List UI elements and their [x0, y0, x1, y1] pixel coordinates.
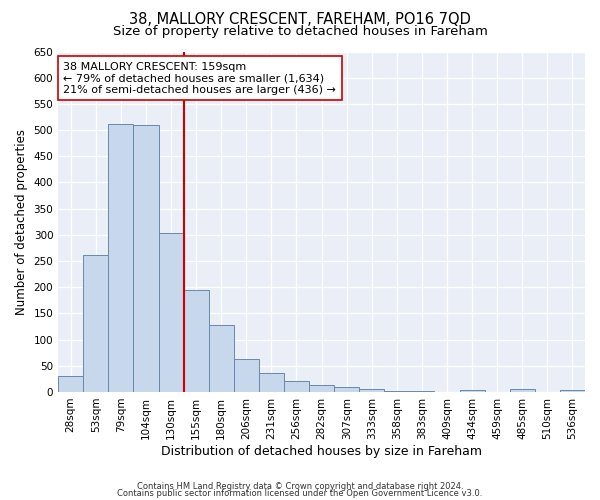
Bar: [133, 125, 158, 392]
Text: 38, MALLORY CRESCENT, FAREHAM, PO16 7QD: 38, MALLORY CRESCENT, FAREHAM, PO16 7QD: [129, 12, 471, 28]
Text: Contains public sector information licensed under the Open Government Licence v3: Contains public sector information licen…: [118, 488, 482, 498]
Bar: [209, 325, 234, 392]
Text: Size of property relative to detached houses in Fareham: Size of property relative to detached ho…: [113, 25, 487, 38]
Bar: [184, 290, 209, 392]
Bar: [83, 254, 109, 392]
Y-axis label: Number of detached properties: Number of detached properties: [15, 128, 28, 314]
Bar: [510, 390, 535, 392]
Bar: [234, 360, 259, 392]
Bar: [560, 390, 585, 392]
Text: Contains HM Land Registry data © Crown copyright and database right 2024.: Contains HM Land Registry data © Crown c…: [137, 482, 463, 491]
Bar: [334, 387, 359, 392]
Bar: [284, 381, 309, 392]
Bar: [109, 124, 133, 392]
Bar: [158, 234, 184, 392]
Bar: [58, 376, 83, 392]
Bar: [359, 389, 385, 392]
Bar: [460, 390, 485, 392]
Text: 38 MALLORY CRESCENT: 159sqm
← 79% of detached houses are smaller (1,634)
21% of : 38 MALLORY CRESCENT: 159sqm ← 79% of det…: [64, 62, 337, 95]
X-axis label: Distribution of detached houses by size in Fareham: Distribution of detached houses by size …: [161, 444, 482, 458]
Bar: [259, 372, 284, 392]
Bar: [309, 384, 334, 392]
